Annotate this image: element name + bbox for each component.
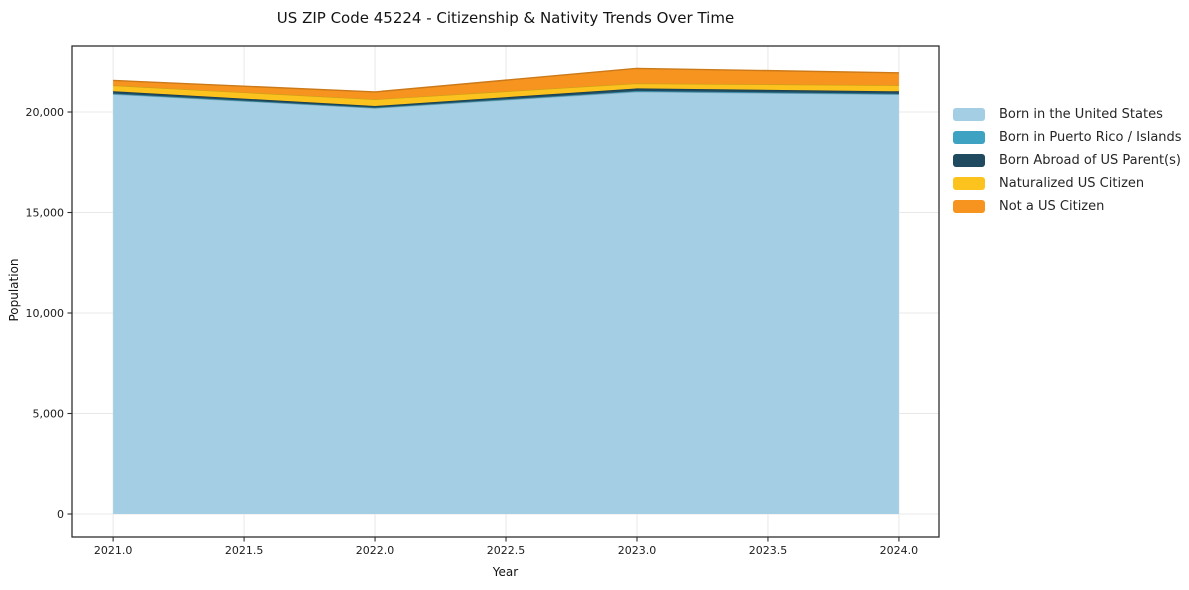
stacked-areas bbox=[113, 67, 899, 515]
area-edge-not-a-us-citizen bbox=[113, 67, 899, 93]
y-tick-label: 15,000 bbox=[26, 207, 65, 220]
x-tick-label: 2023.0 bbox=[618, 544, 657, 557]
x-tick-label: 2022.0 bbox=[356, 544, 395, 557]
legend-label: Born in Puerto Rico / Islands bbox=[999, 130, 1182, 145]
x-tick-label: 2021.0 bbox=[94, 544, 133, 557]
legend-swatch-naturalized-us-citizen bbox=[953, 177, 985, 190]
axis-ticks bbox=[67, 111, 900, 542]
legend-item-not-a-us-citizen: Not a US Citizen bbox=[953, 195, 1182, 218]
legend-label: Naturalized US Citizen bbox=[999, 176, 1145, 191]
legend-item-born-abroad-of-us-parent-s: Born Abroad of US Parent(s) bbox=[953, 149, 1182, 172]
legend-label: Born Abroad of US Parent(s) bbox=[999, 153, 1181, 168]
legend-swatch-not-a-us-citizen bbox=[953, 200, 985, 213]
y-tick-label: 10,000 bbox=[26, 307, 65, 320]
legend-label: Not a US Citizen bbox=[999, 199, 1105, 214]
legend-item-born-in-the-united-states: Born in the United States bbox=[953, 103, 1182, 126]
legend-swatch-born-abroad-of-us-parent-s bbox=[953, 154, 985, 167]
x-tick-label: 2024.0 bbox=[880, 544, 919, 557]
x-tick-label: 2022.5 bbox=[487, 544, 526, 557]
y-tick-label: 20,000 bbox=[26, 106, 65, 119]
axis-tick-labels: 2021.0 2021.5 2022.0 2022.5 2023.0 2023.5 2024… bbox=[26, 106, 919, 557]
y-axis-label: Population bbox=[7, 258, 21, 322]
area-not-a-us-citizen bbox=[113, 68, 899, 100]
y-tick-label: 5,000 bbox=[33, 408, 65, 421]
x-axis-label: Year bbox=[492, 565, 519, 579]
x-tick-label: 2023.5 bbox=[749, 544, 788, 557]
legend-item-naturalized-us-citizen: Naturalized US Citizen bbox=[953, 172, 1182, 195]
legend-label: Born in the United States bbox=[999, 107, 1163, 122]
y-tick-label: 0 bbox=[57, 508, 64, 521]
area-naturalized-us-citizen bbox=[113, 83, 899, 106]
x-tick-label: 2021.5 bbox=[225, 544, 264, 557]
chart-title: US ZIP Code 45224 - Citizenship & Nativi… bbox=[276, 9, 735, 27]
legend: Born in the United States Born in Puerto … bbox=[953, 103, 1182, 218]
legend-swatch-born-in-the-united-states bbox=[953, 108, 985, 121]
area-born-in-the-united-states bbox=[113, 91, 899, 515]
legend-item-born-in-puerto-rico-islands: Born in Puerto Rico / Islands bbox=[953, 126, 1182, 149]
legend-swatch-born-in-puerto-rico-islands bbox=[953, 131, 985, 144]
